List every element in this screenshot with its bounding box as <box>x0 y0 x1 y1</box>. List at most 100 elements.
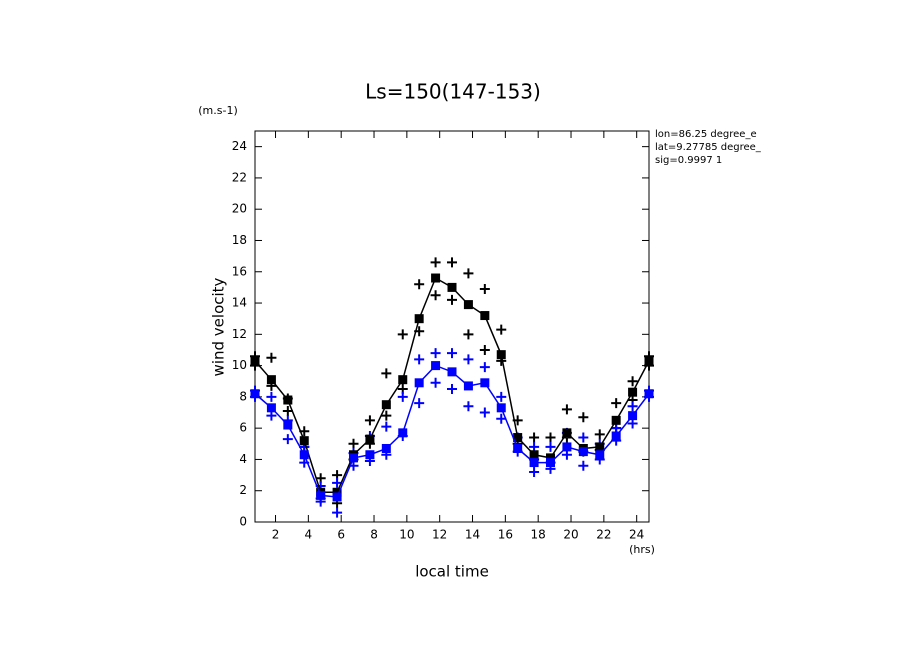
ensemble-cross <box>463 354 474 365</box>
ensemble-cross <box>627 376 638 387</box>
ensemble-cross <box>414 398 425 409</box>
series-marker <box>299 436 309 446</box>
ensemble-cross <box>266 391 277 402</box>
ensemble-cross <box>479 283 490 294</box>
series-marker <box>431 273 441 283</box>
series-marker <box>578 447 588 457</box>
y-tick-label: 20 <box>232 202 247 216</box>
annotation: lon=86.25 degree_e <box>655 129 757 140</box>
series-marker <box>463 300 473 310</box>
series-marker <box>513 433 523 443</box>
ensemble-cross <box>479 407 490 418</box>
series-marker <box>431 361 441 371</box>
series-marker <box>349 453 358 463</box>
ensemble-cross <box>578 432 589 443</box>
series-marker <box>332 492 342 502</box>
y-tick-label: 4 <box>239 452 247 466</box>
ensemble-cross <box>496 391 507 402</box>
series-marker <box>332 487 342 497</box>
x-tick-label: 6 <box>337 528 345 542</box>
series-marker <box>480 378 490 388</box>
series-marker <box>529 458 539 468</box>
series-marker <box>644 356 654 366</box>
series-marker <box>644 389 654 399</box>
y-tick-label: 24 <box>232 139 247 153</box>
ensemble-cross <box>447 384 457 395</box>
series-marker <box>414 314 424 324</box>
series-marker <box>562 442 572 452</box>
series-marker <box>562 428 572 438</box>
series-marker <box>316 490 326 500</box>
y-tick-label: 2 <box>239 483 247 497</box>
y-tick-label: 18 <box>232 233 247 247</box>
ensemble-cross <box>627 401 638 412</box>
chart-title: Ls=150(147-153) <box>365 80 541 104</box>
series-marker <box>513 443 523 453</box>
x-unit: (hrs) <box>629 543 655 556</box>
x-tick-label: 12 <box>432 528 447 542</box>
series-marker <box>546 458 555 468</box>
ensemble-cross <box>561 404 572 415</box>
ensemble-cross <box>430 348 441 359</box>
ensemble-cross <box>529 466 540 477</box>
x-tick-label: 22 <box>596 528 611 542</box>
ensemble-cross <box>496 413 507 424</box>
series-marker <box>611 415 621 425</box>
ensemble-cross <box>348 438 359 449</box>
series-marker <box>496 403 506 413</box>
ensemble-cross <box>381 421 392 432</box>
ensemble-cross <box>397 391 408 402</box>
series-marker <box>595 442 605 452</box>
y-tick-label: 10 <box>232 358 247 372</box>
ensemble-cross <box>463 401 474 412</box>
y-tick-label: 16 <box>232 264 247 278</box>
ensemble-cross <box>414 279 425 290</box>
y-tick-label: 8 <box>239 389 247 403</box>
ensemble-cross <box>463 329 474 340</box>
series-marker <box>381 443 391 453</box>
annotation: sig=0.9997 1 <box>655 155 722 166</box>
ensemble-cross <box>479 362 490 373</box>
series-marker <box>546 453 555 463</box>
series-marker <box>250 389 260 399</box>
x-tick-label: 18 <box>531 528 546 542</box>
series-marker <box>480 311 490 321</box>
y-unit: (m.s-1) <box>198 104 238 117</box>
ensemble-cross <box>430 290 441 301</box>
x-tick-label: 4 <box>305 528 313 542</box>
ensemble-cross <box>282 405 293 416</box>
ensemble-cross <box>594 429 605 440</box>
ensemble-cross <box>611 398 622 409</box>
ensemble-cross <box>282 434 293 445</box>
ensemble-cross <box>496 324 507 335</box>
series-marker <box>611 431 621 441</box>
ensemble-cross <box>578 412 589 423</box>
y-tick-label: 6 <box>239 421 247 435</box>
series-marker <box>628 387 638 397</box>
series-marker <box>414 378 424 388</box>
ensemble-cross <box>430 257 441 268</box>
series-marker <box>250 356 260 366</box>
x-tick-label: 14 <box>465 528 480 542</box>
ensemble-cross <box>578 460 589 471</box>
ensemble-cross <box>479 344 490 355</box>
series-marker <box>365 450 375 460</box>
series-marker <box>283 420 293 430</box>
series-marker <box>496 350 506 360</box>
ensemble-cross <box>381 410 392 421</box>
x-tick-label: 16 <box>498 528 513 542</box>
ensemble-cross <box>332 507 343 518</box>
y-axis-label: wind velocity <box>210 277 228 376</box>
annotation: lat=9.27785 degree_ <box>655 142 762 153</box>
ensemble-cross <box>529 432 540 443</box>
ensemble-cross <box>447 348 457 359</box>
plot-frame <box>254 130 650 523</box>
ensemble-cross <box>545 441 556 452</box>
x-tick-label: 10 <box>399 528 414 542</box>
ensemble-cross <box>447 294 457 305</box>
ensemble-cross <box>266 352 277 363</box>
series-marker <box>447 282 457 292</box>
y-tick-label: 12 <box>232 327 247 341</box>
y-tick-label: 14 <box>232 296 247 310</box>
series-marker <box>398 375 408 385</box>
